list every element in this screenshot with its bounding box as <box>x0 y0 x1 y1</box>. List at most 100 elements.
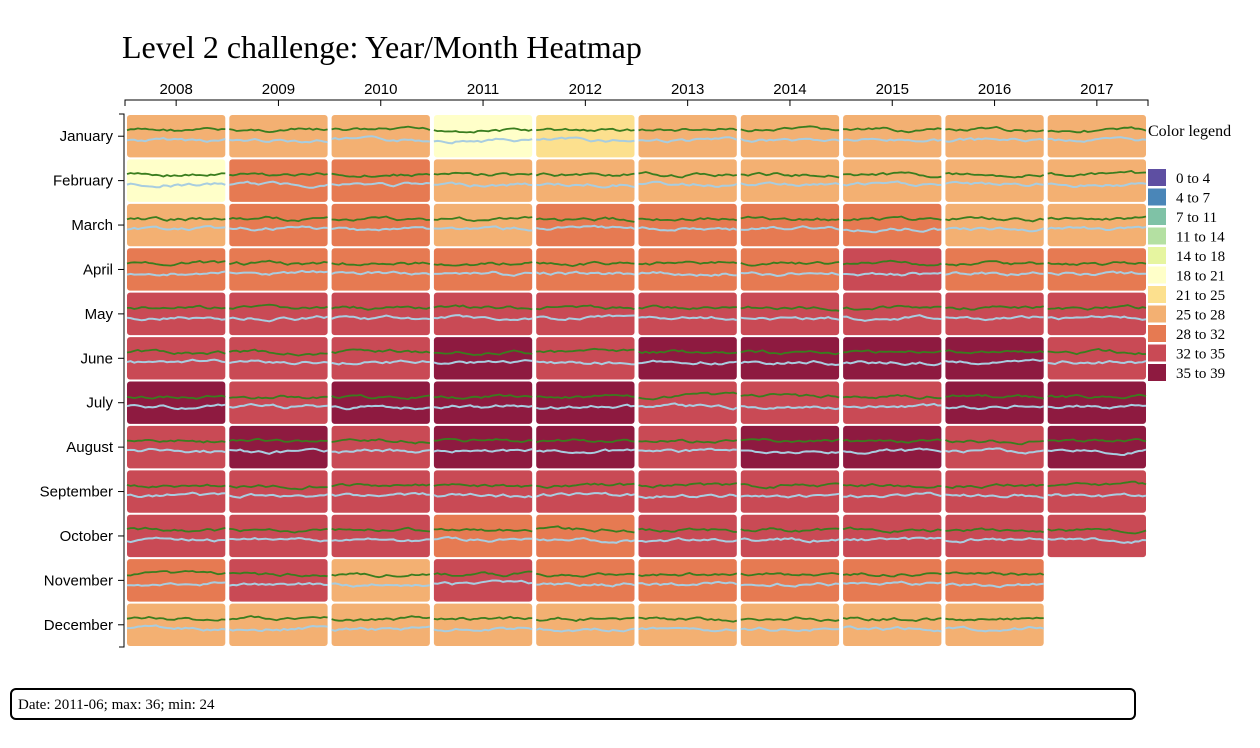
heatmap-cell[interactable] <box>229 292 328 336</box>
heatmap-cell[interactable] <box>536 559 635 602</box>
heatmap-cell[interactable] <box>536 115 635 158</box>
heatmap-cell[interactable] <box>945 603 1044 646</box>
heatmap-cell[interactable] <box>331 603 431 646</box>
heatmap-cell[interactable] <box>331 514 430 558</box>
heatmap-cell[interactable] <box>535 381 635 424</box>
heatmap-cell[interactable] <box>1047 337 1147 380</box>
heatmap-cell[interactable] <box>126 603 226 646</box>
heatmap-cell[interactable] <box>843 203 942 247</box>
heatmap-cell[interactable] <box>842 248 942 291</box>
heatmap-cell[interactable] <box>1047 381 1147 424</box>
heatmap-cell[interactable] <box>1047 514 1147 558</box>
heatmap-cell[interactable] <box>535 425 635 469</box>
heatmap-cell[interactable] <box>331 248 431 291</box>
heatmap-cell[interactable] <box>740 603 840 646</box>
heatmap-cell[interactable] <box>945 115 1045 158</box>
heatmap-cell[interactable] <box>945 248 1044 291</box>
heatmap-cell[interactable] <box>1047 159 1147 202</box>
heatmap-cell[interactable] <box>638 603 738 646</box>
heatmap-cell[interactable] <box>331 292 431 336</box>
heatmap-cell[interactable] <box>535 203 635 247</box>
heatmap-cell[interactable] <box>535 159 635 202</box>
heatmap-cell[interactable] <box>740 559 840 602</box>
heatmap-cell[interactable] <box>740 159 840 202</box>
heatmap-cell[interactable] <box>842 159 942 202</box>
heatmap-cell[interactable] <box>945 292 1044 336</box>
heatmap-cell[interactable] <box>126 115 226 158</box>
heatmap-cell[interactable] <box>229 514 328 558</box>
heatmap-cell[interactable] <box>945 470 1044 513</box>
heatmap-cell[interactable] <box>740 381 840 424</box>
heatmap-cell[interactable] <box>229 159 328 202</box>
heatmap-cell[interactable] <box>433 203 533 247</box>
heatmap-cell[interactable] <box>433 292 533 336</box>
heatmap-cell[interactable] <box>229 115 328 158</box>
heatmap-cell[interactable] <box>638 381 738 424</box>
heatmap-cell[interactable] <box>126 248 226 291</box>
heatmap-cell[interactable] <box>331 115 431 158</box>
heatmap-cell[interactable] <box>433 248 533 291</box>
heatmap-cell[interactable] <box>638 115 738 158</box>
heatmap-cell[interactable] <box>638 559 738 602</box>
heatmap-cell[interactable] <box>638 470 738 513</box>
heatmap-cell[interactable] <box>331 337 431 380</box>
heatmap-cell[interactable] <box>945 159 1045 202</box>
heatmap-cell[interactable] <box>740 115 840 158</box>
heatmap-cell[interactable] <box>740 248 840 291</box>
heatmap-cell[interactable] <box>433 115 533 158</box>
heatmap-cell[interactable] <box>945 337 1044 380</box>
heatmap-cell[interactable] <box>229 470 328 513</box>
heatmap-cell[interactable] <box>945 381 1044 424</box>
heatmap-cell[interactable] <box>638 292 738 336</box>
heatmap-cell[interactable] <box>638 425 737 469</box>
heatmap-cell[interactable] <box>1047 292 1147 336</box>
heatmap-cell[interactable] <box>433 381 533 424</box>
heatmap-cell[interactable] <box>229 425 328 469</box>
heatmap-cell[interactable] <box>842 514 942 558</box>
heatmap-cell[interactable] <box>433 514 533 558</box>
heatmap-cell[interactable] <box>1047 115 1147 158</box>
heatmap-cell[interactable] <box>842 425 942 469</box>
heatmap-cell[interactable] <box>126 470 226 513</box>
heatmap-cell[interactable] <box>740 425 840 469</box>
heatmap-cell[interactable] <box>126 559 226 602</box>
heatmap-cell[interactable] <box>126 381 226 424</box>
heatmap-cell[interactable] <box>126 425 226 469</box>
heatmap-cell[interactable] <box>1047 248 1147 291</box>
heatmap-cell[interactable] <box>229 248 328 291</box>
heatmap-cell[interactable] <box>535 292 635 336</box>
heatmap-cell[interactable] <box>842 381 942 424</box>
heatmap-cell[interactable] <box>229 559 328 602</box>
heatmap-cell[interactable] <box>433 159 533 202</box>
heatmap-cell[interactable] <box>842 115 942 158</box>
heatmap-cell[interactable] <box>229 381 328 424</box>
heatmap-cell[interactable] <box>740 203 840 247</box>
heatmap-cell[interactable] <box>433 603 533 646</box>
heatmap-cell[interactable] <box>842 470 942 513</box>
heatmap-cell[interactable] <box>1047 470 1147 513</box>
heatmap-cell[interactable] <box>638 514 738 558</box>
heatmap-cell[interactable] <box>842 603 942 646</box>
heatmap-cell[interactable] <box>126 159 226 202</box>
heatmap-cell[interactable] <box>945 425 1044 469</box>
heatmap-cell[interactable] <box>229 337 328 380</box>
heatmap-cell[interactable] <box>1047 425 1147 469</box>
heatmap-cell[interactable] <box>638 248 738 291</box>
heatmap-cell[interactable] <box>536 337 635 380</box>
heatmap-cell[interactable] <box>126 514 226 558</box>
heatmap-cell[interactable] <box>331 470 431 513</box>
heatmap-cell[interactable] <box>945 514 1044 558</box>
heatmap-cell[interactable] <box>945 203 1045 247</box>
heatmap-cell[interactable] <box>433 559 533 602</box>
heatmap-cell[interactable] <box>535 248 635 291</box>
heatmap-cell[interactable] <box>842 559 942 602</box>
heatmap-cell[interactable] <box>945 559 1045 602</box>
heatmap-cell[interactable] <box>331 559 431 602</box>
heatmap-cell[interactable] <box>740 514 840 558</box>
heatmap-cell[interactable] <box>229 203 328 247</box>
heatmap-cell[interactable] <box>433 425 533 469</box>
heatmap-cell[interactable] <box>331 425 431 469</box>
heatmap-cell[interactable] <box>535 470 635 513</box>
heatmap-cell[interactable] <box>126 337 226 380</box>
heatmap-cell[interactable] <box>638 337 737 380</box>
